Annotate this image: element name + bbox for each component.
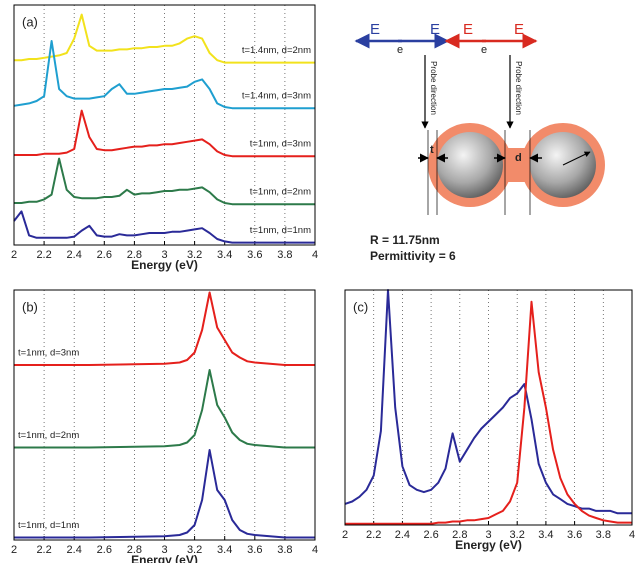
series-line [14,13,315,64]
series-label: t=1nm, d=3nm [250,139,311,150]
series-line [14,291,315,366]
x-tick-label: 3.8 [277,544,292,556]
x-tick-label: 2.4 [67,249,82,261]
gap-label: d [515,152,522,164]
plot-frame [13,289,316,541]
x-tick-label: 2.6 [423,529,438,541]
thickness-label: t [430,144,434,156]
series-line [13,210,315,244]
x-tick-label: 4 [629,529,635,541]
x-tick-label: 2.4 [395,529,410,541]
series-label: t=1nm, d=1nm [250,225,311,236]
panel-label: (c) [353,299,368,314]
x-axis-label: Energy (eV) [131,553,198,563]
sphere [437,132,503,198]
x-axis-label: Energy (eV) [131,258,198,272]
probe-label: Probe direction [429,61,438,115]
series-line [14,449,315,539]
x-tick-label: 3.2 [187,249,202,261]
x-tick-label: 2.6 [97,544,112,556]
x-tick-label: 2.8 [452,529,467,541]
series-line [345,300,632,525]
x-tick-label: 3 [161,249,167,261]
series-label: t=1nm, d=2nm [18,430,79,441]
x-tick-label: 2 [11,544,17,556]
field-label: E [463,21,473,38]
x-tick-label: 2 [342,529,348,541]
x-tick-label: 2.6 [97,249,112,261]
x-tick-label: 3.4 [538,529,553,541]
series-label: t=1nm, d=3nm [18,348,79,359]
series-label: t=1nm, d=1nm [18,520,79,531]
x-tick-label: 4 [312,544,318,556]
x-tick-label: 2.8 [127,249,142,261]
series-label: t=1nm, d=2nm [250,187,311,198]
x-tick-label: 3.8 [277,249,292,261]
x-tick-label: 2.4 [67,544,82,556]
series-line [14,109,315,158]
series-line [14,369,315,449]
series-line [13,40,315,110]
chart-panel: 2 2.2 2.4 2.6 2.8 3 3.2 3.4 3.6 3.8 4 t=1.4nm, d=2n… [11,4,318,272]
charge-label: e [397,44,403,56]
field-label: E [370,21,380,38]
plot-area [345,290,632,525]
x-tick-label: 3.4 [217,249,232,261]
x-tick-label: 2.2 [366,529,381,541]
x-tick-label: 2.2 [36,249,51,261]
chart-panel: 2 2.2 2.4 2.6 2.8 3 3.2 3.4 3.6 3.8 4 Energy (eV) (c… [342,289,635,552]
series-label: t=1.4nm, d=3nm [242,91,311,102]
x-tick-label: 3.4 [217,544,232,556]
x-tick-label: 3.2 [510,529,525,541]
x-tick-label: 3.6 [567,529,582,541]
field-label: E [514,21,524,38]
x-tick-label: 2.2 [36,544,51,556]
x-tick-label: 3 [485,529,491,541]
field-label: E [430,21,440,38]
x-tick-label: 4 [312,249,318,261]
x-axis-label: Energy (eV) [455,538,522,552]
x-tick-label: 3.6 [247,544,262,556]
chart-panel: 2 2.2 2.4 2.6 2.8 3 3.2 3.4 3.6 3.8 4 t=1nm, d=3nm t… [11,289,318,563]
radius-arrow [562,151,591,166]
diagram: E e E E e E Probe direction Probe direct… [354,21,605,263]
radius-text: R = 11.75nm [370,233,440,247]
panel-label: (b) [22,299,38,314]
plot-frame [344,289,633,526]
x-tick-label: 2 [11,249,17,261]
series-line [344,289,632,515]
charge-label: e [481,44,487,56]
panel-label: (a) [22,14,38,29]
x-tick-label: 3.2 [187,544,202,556]
series-label: t=1.4nm, d=2nm [242,45,311,56]
x-tick-label: 2.8 [127,544,142,556]
x-tick-label: 3 [161,544,167,556]
x-tick-label: 3.6 [247,249,262,261]
x-tick-label: 3.8 [596,529,611,541]
permittivity-text: Permittivity = 6 [370,249,456,263]
probe-label: Probe direction [514,61,523,115]
series-line [14,157,315,206]
plot-frame [13,4,316,246]
